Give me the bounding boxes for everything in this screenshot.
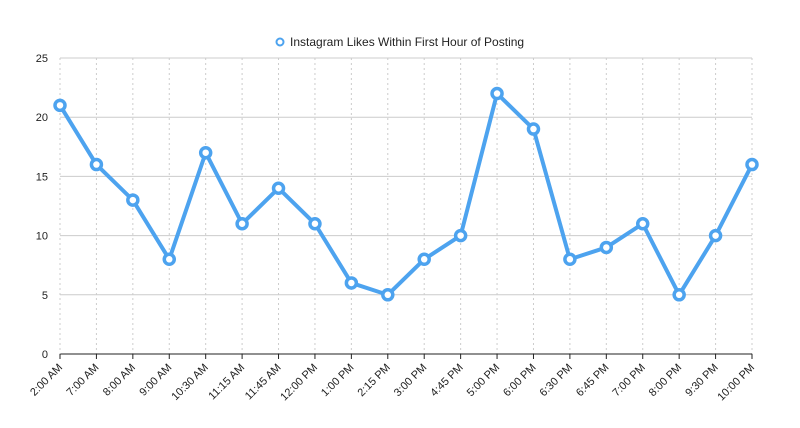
x-tick-label: 9:00 AM bbox=[137, 362, 174, 399]
axes bbox=[59, 58, 752, 355]
legend: Instagram Likes Within First Hour of Pos… bbox=[275, 35, 524, 49]
x-tick-label: 1:00 PM bbox=[319, 362, 356, 399]
y-tick-label: 25 bbox=[36, 53, 48, 65]
data-point bbox=[599, 240, 614, 255]
data-point bbox=[308, 217, 322, 231]
x-tick-label: 2:00 AM bbox=[28, 362, 65, 399]
data-point bbox=[526, 122, 541, 136]
x-tick-label: 9:30 PM bbox=[683, 362, 720, 399]
x-tick-label: 5:00 PM bbox=[465, 362, 502, 399]
data-point bbox=[381, 288, 395, 302]
y-tick-labels: 0 5 10 15 20 25 bbox=[36, 53, 48, 361]
y-tick-label: 10 bbox=[36, 231, 48, 243]
data-point bbox=[53, 98, 67, 113]
series-line bbox=[58, 91, 754, 297]
legend-marker bbox=[275, 37, 285, 47]
x-tick-label: 3:00 PM bbox=[392, 362, 429, 399]
x-tick-label: 7:00 PM bbox=[610, 362, 647, 399]
data-point bbox=[198, 145, 213, 160]
data-point bbox=[490, 86, 504, 101]
data-point bbox=[453, 228, 468, 243]
y-tick-label: 15 bbox=[36, 171, 48, 183]
x-tick-label: 8:00 AM bbox=[101, 362, 138, 399]
x-tick-label: 6:00 PM bbox=[501, 362, 538, 399]
data-point bbox=[126, 193, 140, 207]
y-tick-label: 5 bbox=[42, 290, 48, 302]
data-point bbox=[745, 157, 759, 172]
data-point bbox=[162, 252, 177, 267]
data-point bbox=[635, 217, 650, 231]
x-tick-label: 2:15 PM bbox=[355, 362, 392, 399]
series-likes bbox=[53, 86, 759, 302]
data-point bbox=[235, 217, 249, 231]
data-point bbox=[708, 228, 723, 243]
data-point bbox=[417, 252, 431, 267]
x-tick-label: 4:45 PM bbox=[428, 362, 465, 399]
data-point bbox=[344, 276, 359, 290]
y-tick-label: 20 bbox=[36, 112, 48, 124]
x-tick-label: 10:30 AM bbox=[169, 362, 210, 403]
x-tick-label: 11:45 AM bbox=[243, 362, 284, 403]
x-tick-label: 6:45 PM bbox=[574, 362, 611, 399]
legend-label: Instagram Likes Within First Hour of Pos… bbox=[290, 35, 524, 49]
y-tick-label: 0 bbox=[42, 349, 48, 361]
x-tick-label: 8:00 PM bbox=[647, 362, 684, 399]
x-gridlines bbox=[59, 58, 753, 354]
x-tick-label: 11:15 AM bbox=[206, 362, 247, 403]
x-tick-label: 6:30 PM bbox=[538, 362, 575, 399]
x-tick-label: 10:00 PM bbox=[715, 362, 757, 404]
data-point bbox=[563, 252, 577, 267]
data-point bbox=[89, 157, 104, 172]
x-tick-label: 7:00 AM bbox=[65, 362, 102, 399]
data-point bbox=[271, 181, 286, 195]
x-tick-label: 12:00 PM bbox=[278, 362, 320, 404]
data-point bbox=[672, 288, 686, 302]
